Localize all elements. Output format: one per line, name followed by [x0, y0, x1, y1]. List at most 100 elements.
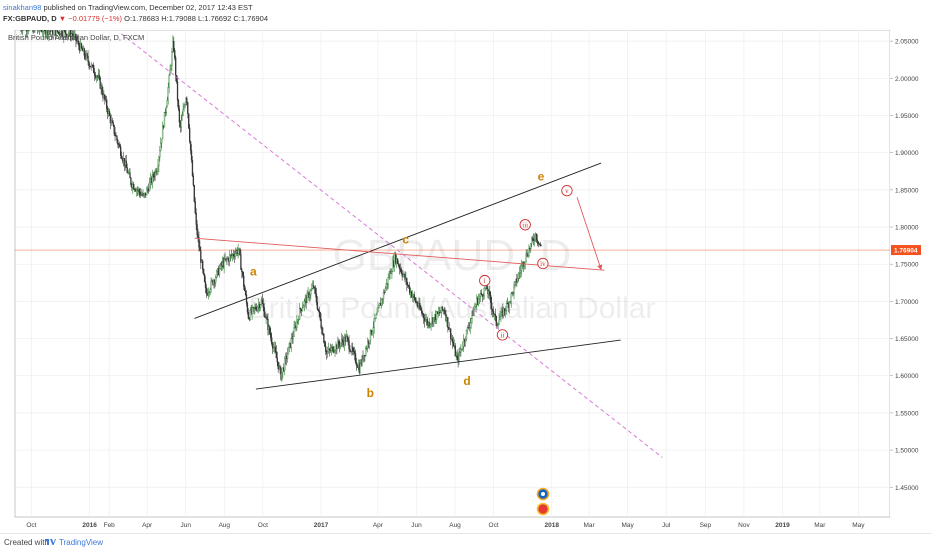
candle-body [101, 85, 103, 94]
candle-body [301, 307, 304, 311]
trendline-lower-channel[interactable] [255, 339, 621, 390]
candle-body [182, 109, 184, 116]
candle-body [165, 107, 167, 113]
candle-body [176, 81, 179, 101]
candle-body [118, 144, 120, 146]
candle-body [193, 184, 195, 202]
created-with-label: Created with [4, 538, 49, 547]
candle-body [492, 311, 495, 315]
candle-body [156, 171, 158, 174]
candle-body [354, 353, 357, 363]
candle-body [311, 288, 313, 291]
candle-body [133, 184, 135, 190]
candle-body [423, 317, 426, 322]
candle-body [340, 342, 342, 347]
candle-body [367, 341, 369, 349]
wave-label-ii: ii [501, 331, 505, 339]
candle-body [441, 306, 443, 311]
candle-body [296, 320, 298, 329]
trendline-upper-channel[interactable] [194, 162, 602, 319]
candle-body [397, 263, 400, 266]
candle-body [281, 372, 283, 380]
candle-body [177, 99, 180, 110]
x-tick-label: Aug [449, 522, 461, 529]
candle-body [203, 274, 206, 282]
candle-body [98, 74, 100, 78]
candle-body [241, 269, 243, 273]
grid-lines [15, 30, 890, 517]
candle-body [243, 275, 245, 287]
candle-body [381, 298, 384, 300]
trendline-wave-e-to-d-line[interactable] [194, 237, 605, 271]
x-tick-label: Apr [373, 522, 384, 529]
author-link[interactable]: sinakhan98 [3, 3, 42, 12]
candle-body [27, 30, 30, 32]
candle-body [86, 53, 88, 57]
candle-body [50, 30, 52, 32]
tradingview-brand-link[interactable]: TradingView [59, 538, 104, 547]
candle-body [169, 69, 171, 76]
candle-body [154, 170, 156, 178]
candle-body [302, 305, 305, 309]
candle-body [41, 31, 44, 33]
trendline-projection-arrow[interactable] [576, 197, 603, 271]
candle-body [80, 43, 83, 49]
candle-body [173, 41, 175, 51]
candle-body [205, 287, 208, 294]
wave-label-i: i [484, 277, 486, 285]
candle-body [161, 138, 163, 144]
candle-body [536, 239, 538, 242]
candle-body [202, 268, 205, 275]
candle-body [439, 312, 442, 314]
candle-body [166, 99, 168, 108]
candle-body [61, 30, 63, 36]
candle-body [324, 342, 326, 347]
candle-body [460, 349, 462, 353]
candle-body [372, 327, 374, 332]
candle-body [513, 285, 515, 294]
x-tick-label: Apr [142, 522, 153, 529]
candle-body [520, 265, 523, 272]
candle-body [408, 286, 411, 293]
candle-body [411, 296, 414, 298]
candle-body [376, 311, 378, 315]
wave-label-iv: iv [540, 260, 546, 268]
symbol-label[interactable]: FX:GBPAUD, D [3, 14, 57, 23]
wave-label-circle [561, 184, 573, 197]
candle-body [148, 182, 151, 192]
candle-body [494, 313, 497, 317]
candle-body [401, 272, 403, 277]
candle-body [469, 322, 471, 328]
candle-body [69, 30, 71, 38]
candle-body [464, 339, 467, 342]
candle-body [113, 124, 115, 134]
publish-line: sinakhan98 published on TradingView.com,… [3, 3, 253, 13]
candle-body [498, 319, 500, 325]
y-tick-label: 1.80000 [895, 225, 919, 232]
time-axis[interactable]: Oct 2016 Feb Apr Jun Aug Oct 2017 Apr Jun Aug Oct 20… [26, 522, 865, 529]
price-axis[interactable]: 2.05000 2.00000 1.95000 1.90000 1.85000 1.800… [890, 30, 932, 517]
earnings-marker-icon[interactable] [536, 502, 550, 516]
candle-body [274, 346, 277, 352]
candle-body [530, 243, 532, 249]
candle-body [381, 298, 383, 306]
candle-body [452, 342, 455, 347]
change-value: −0.01779 (−1%) [68, 14, 123, 23]
candle-body [130, 177, 132, 185]
candle-body [219, 263, 222, 269]
wave-label-circle [496, 329, 509, 341]
trendline-dashed-resistance[interactable] [120, 33, 663, 458]
candle-body [263, 307, 265, 317]
wave-label-circle [537, 257, 549, 270]
last-price-label: 1.76904 [894, 248, 918, 255]
candle-body [188, 113, 190, 129]
trendlines[interactable] [120, 33, 663, 458]
y-tick-label: 2.00000 [895, 76, 919, 83]
watermark: GBPAUD, D British Pound/Australian Dolla… [249, 231, 656, 325]
candle-body [436, 311, 438, 321]
candle-body [117, 140, 119, 145]
candle-body [52, 30, 55, 35]
event-markers[interactable] [536, 487, 550, 516]
x-tick-label: Oct [258, 522, 268, 529]
